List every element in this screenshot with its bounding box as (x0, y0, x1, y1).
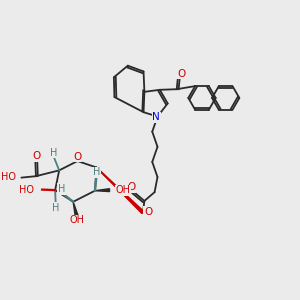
Polygon shape (96, 167, 144, 214)
Text: O: O (33, 152, 41, 161)
Text: O: O (177, 69, 185, 79)
Polygon shape (95, 189, 109, 192)
Text: H: H (52, 202, 59, 213)
Text: H: H (93, 167, 100, 177)
Text: HO: HO (1, 172, 16, 182)
Text: OH: OH (115, 185, 130, 195)
Text: O: O (74, 152, 82, 162)
Text: H: H (58, 184, 65, 194)
Text: N: N (152, 112, 160, 122)
Text: OH: OH (69, 215, 84, 225)
Text: HO: HO (19, 184, 34, 195)
Text: O: O (144, 207, 152, 217)
Text: O: O (127, 182, 135, 192)
Text: H: H (50, 148, 57, 158)
Polygon shape (73, 202, 78, 216)
